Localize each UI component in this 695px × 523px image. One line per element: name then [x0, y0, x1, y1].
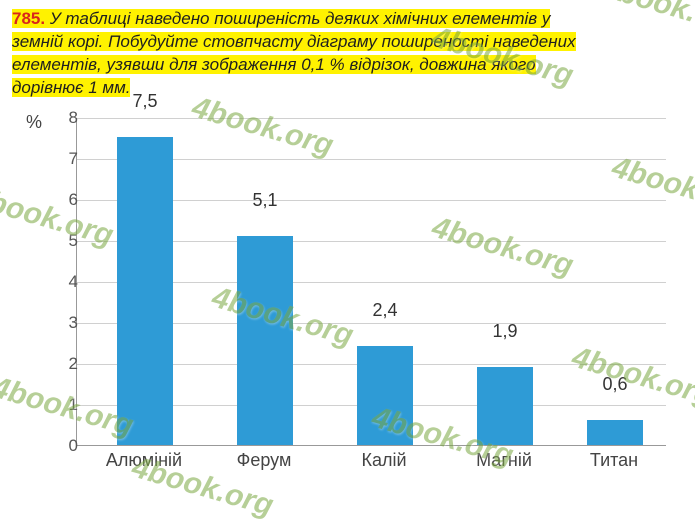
bar [117, 137, 173, 445]
task-number: 785. [12, 9, 45, 28]
bar [237, 236, 293, 445]
y-tick-label: 6 [48, 190, 78, 210]
y-tick-label: 4 [48, 272, 78, 292]
bar [357, 346, 413, 444]
y-tick-label: 5 [48, 231, 78, 251]
y-tick-label: 8 [48, 108, 78, 128]
bar-value-label: 5,1 [225, 190, 305, 211]
chart-container: % 7,55,12,41,90,6 012345678 АлюмінійФеру… [16, 110, 676, 500]
task-line1: У таблиці наведено поширеність деяких хі… [45, 9, 550, 28]
bar-value-label: 0,6 [575, 374, 655, 395]
x-axis-label: Калій [329, 450, 439, 471]
plot-area: 7,55,12,41,90,6 [76, 118, 666, 446]
x-axis-label: Магній [449, 450, 559, 471]
task-line3: елементів, узявши для зображення 0,1 % в… [12, 55, 536, 74]
x-axis-label: Алюміній [89, 450, 199, 471]
bar-value-label: 2,4 [345, 300, 425, 321]
task-text: 785. У таблиці наведено поширеність деяк… [0, 0, 695, 104]
y-tick-label: 3 [48, 313, 78, 333]
x-axis-label: Титан [559, 450, 669, 471]
task-line2: земній корі. Побудуйте стовпчасту діагра… [12, 32, 576, 51]
y-axis-symbol: % [26, 112, 42, 133]
y-tick-label: 0 [48, 436, 78, 456]
bar [587, 420, 643, 445]
x-axis-label: Ферум [209, 450, 319, 471]
bar [477, 367, 533, 445]
y-tick-label: 2 [48, 354, 78, 374]
y-tick-label: 7 [48, 149, 78, 169]
grid-line [77, 118, 666, 119]
bar-value-label: 1,9 [465, 321, 545, 342]
bar-value-label: 7,5 [105, 91, 185, 112]
y-tick-label: 1 [48, 395, 78, 415]
